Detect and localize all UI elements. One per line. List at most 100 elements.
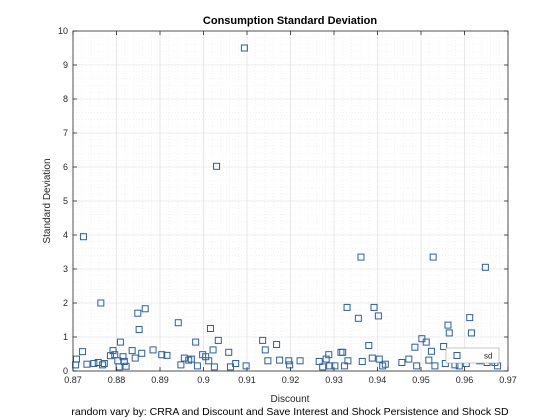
data-point	[141, 305, 149, 313]
data-point	[398, 359, 406, 366]
x-axis-label: Discount	[271, 394, 310, 405]
data-point	[72, 355, 80, 363]
y-axis-ticks: 0 1 2 3 4 5 6 7 8 9 10	[58, 26, 508, 376]
legend-marker	[453, 352, 461, 359]
y-axis-label: Standard Deviation	[42, 158, 53, 243]
data-point	[429, 253, 437, 261]
data-point	[97, 299, 105, 307]
data-point	[441, 360, 449, 368]
data-point	[174, 319, 182, 327]
data-point	[381, 360, 389, 368]
data-point	[326, 362, 334, 370]
data-point	[109, 347, 117, 355]
data-point	[210, 363, 218, 371]
x-tick-label: 0.89	[151, 375, 169, 385]
legend-entry: sd	[484, 352, 492, 361]
data-point	[192, 338, 200, 346]
data-point	[331, 362, 339, 370]
data-point	[339, 348, 347, 356]
data-point	[149, 346, 157, 354]
data-point	[296, 357, 304, 365]
data-point	[431, 362, 439, 370]
y-tick-label: 7	[63, 128, 68, 138]
data-point	[445, 329, 453, 337]
minor-grid	[73, 31, 508, 371]
data-point	[343, 303, 351, 311]
data-point	[115, 363, 123, 371]
data-point	[100, 360, 108, 368]
x-tick-label: 0.91	[238, 375, 256, 385]
x-tick-label: 0.92	[282, 375, 300, 385]
data-point	[187, 355, 195, 363]
chart-caption: random vary by: CRRA and Discount and Sa…	[71, 406, 509, 418]
data-point	[205, 357, 213, 365]
data-point	[135, 326, 143, 334]
data-point	[286, 361, 294, 369]
data-point	[180, 354, 188, 362]
data-point	[120, 357, 128, 365]
data-point	[177, 361, 185, 369]
data-point	[325, 351, 333, 359]
data-point	[138, 349, 146, 357]
y-tick-label: 0	[63, 366, 68, 376]
data-point	[79, 233, 87, 241]
data-point	[425, 356, 433, 364]
data-point	[276, 356, 284, 364]
data-point	[122, 362, 130, 370]
data-point	[213, 162, 221, 170]
data-point	[444, 321, 452, 329]
y-tick-label: 9	[63, 60, 68, 70]
data-point	[358, 357, 366, 365]
data-point	[466, 314, 474, 322]
data-point	[481, 263, 489, 271]
x-tick-label: 0.93	[325, 375, 343, 385]
data-point	[240, 44, 248, 52]
data-point	[344, 357, 352, 365]
data-point	[242, 362, 250, 370]
x-tick-label: 0.88	[108, 375, 126, 385]
legend-box	[445, 347, 500, 364]
data-point	[374, 312, 382, 320]
data-point	[259, 336, 267, 344]
y-tick-label: 4	[63, 230, 68, 240]
data-point	[193, 362, 201, 370]
data-point	[209, 346, 217, 354]
data-point	[370, 303, 378, 311]
data-point	[365, 342, 373, 349]
x-tick-label: 0.87	[64, 375, 82, 385]
data-point	[90, 360, 98, 368]
major-grid	[73, 31, 508, 371]
data-points	[72, 44, 502, 371]
x-tick-label: 0.95	[412, 375, 430, 385]
data-point	[285, 357, 293, 365]
x-tick-label: 0.97	[499, 375, 517, 385]
data-point	[116, 338, 124, 346]
data-point	[232, 360, 240, 368]
y-tick-label: 2	[63, 298, 68, 308]
data-point	[99, 361, 107, 369]
data-point	[357, 253, 365, 261]
y-tick-label: 5	[63, 196, 68, 206]
x-tick-label: 0.96	[456, 375, 474, 385]
legend: sd	[445, 347, 500, 364]
y-tick-label: 6	[63, 162, 68, 172]
y-tick-label: 8	[63, 94, 68, 104]
data-point	[440, 343, 448, 351]
data-point	[273, 340, 281, 348]
data-point	[131, 354, 139, 362]
data-point	[158, 351, 166, 359]
data-point	[261, 346, 269, 354]
x-tick-label: 0.94	[369, 375, 387, 385]
y-tick-label: 1	[63, 332, 68, 342]
data-point	[163, 351, 171, 359]
data-point	[225, 348, 233, 356]
data-point	[206, 325, 214, 332]
data-point	[214, 336, 222, 344]
y-tick-label: 10	[58, 26, 68, 36]
y-tick-label: 3	[63, 264, 68, 274]
data-point	[354, 314, 362, 322]
data-point	[375, 355, 383, 363]
chart-title: Consumption Standard Deviation	[203, 15, 377, 27]
data-point	[413, 362, 421, 370]
data-point	[368, 354, 376, 362]
